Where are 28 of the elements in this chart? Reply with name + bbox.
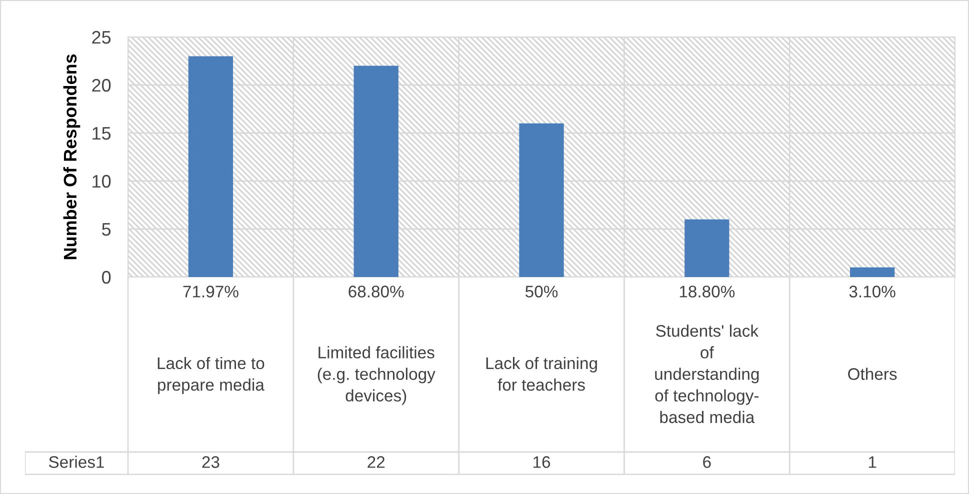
x-tick-label: Lack of time to prepare media — [158, 356, 264, 394]
text: 71.97% — [183, 286, 238, 298]
data-label: 22 — [368, 456, 385, 468]
x-tick-label: Others — [848, 368, 897, 380]
text: 68.80% — [348, 286, 404, 298]
x-tick-label: Lack of training for teachers — [486, 356, 597, 391]
text: 18.80% — [680, 286, 735, 298]
y-tick-label: 0 — [102, 270, 111, 284]
bar — [354, 66, 398, 277]
bar — [519, 123, 564, 277]
y-tick-label: 25 — [92, 30, 111, 44]
y-tick-label: 10 — [92, 174, 111, 188]
y-axis-title: Number Of Respondens — [63, 54, 80, 260]
y-tick-label: 5 — [102, 223, 111, 236]
data-label: 23 — [202, 456, 220, 468]
data-label: 16 — [534, 456, 550, 468]
bar — [850, 267, 895, 277]
y-tick-label: 20 — [92, 78, 111, 92]
text: 3.10% — [849, 286, 896, 298]
y-tick-label: 15 — [92, 127, 111, 140]
bar — [188, 56, 234, 277]
x-tick-label: Limited facilities (e.g. technology devices) — [318, 346, 436, 405]
x-tick-label: Students' lack of understanding of technology- based media — [655, 324, 759, 424]
bar — [684, 219, 730, 277]
data-label: 6 — [703, 456, 711, 468]
text: Series1 — [49, 456, 104, 468]
text: 50% — [525, 286, 558, 298]
data-label: 1 — [868, 456, 876, 468]
